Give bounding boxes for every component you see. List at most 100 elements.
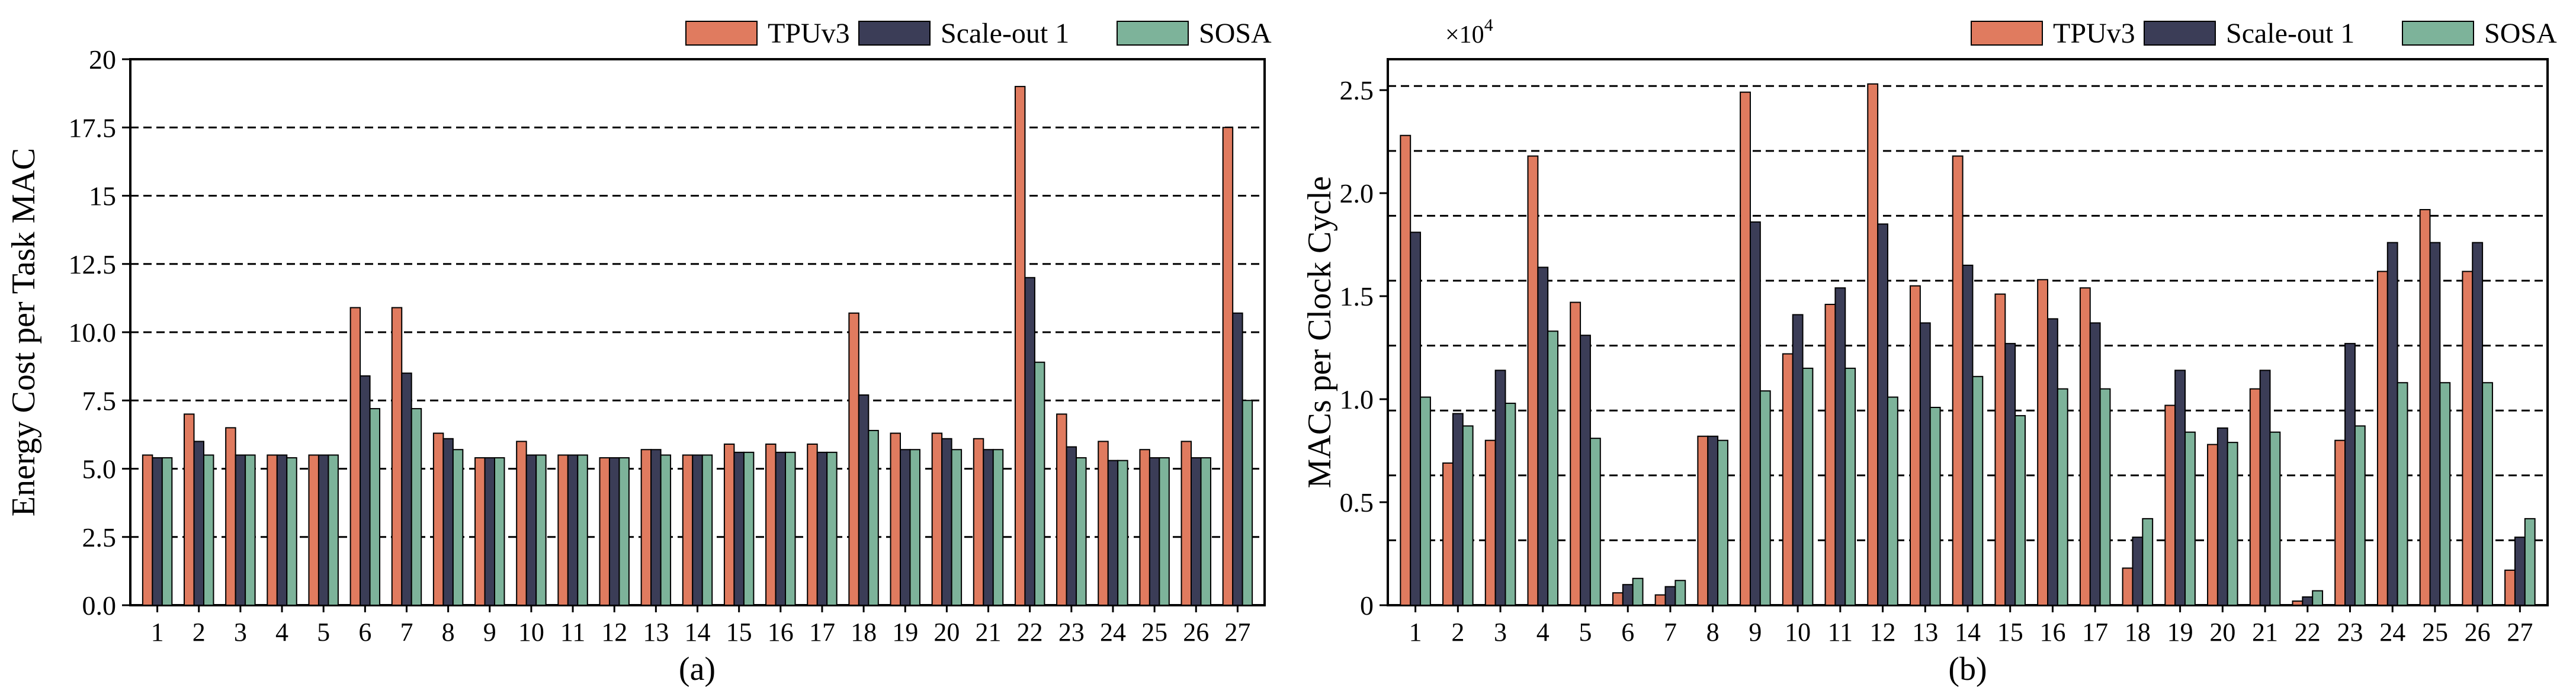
chart-a-xtick-label: 6 <box>358 618 371 647</box>
chart-b-bar-tpuv3-27 <box>2504 569 2516 606</box>
chart-a-ytick-label: 0.0 <box>82 590 117 621</box>
chart-a-bar-scale-out-1-23 <box>1066 446 1077 606</box>
chart-a-bar-sosa-17 <box>826 451 838 606</box>
chart-a-bar-sosa-4 <box>286 457 297 606</box>
chart-b-bar-sosa-2 <box>1462 425 1474 606</box>
chart-b-bar-scale-out-1-27 <box>2514 537 2526 606</box>
chart-a-xtick-label: 9 <box>483 618 496 647</box>
chart-b-bar-tpuv3-10 <box>1782 353 1794 606</box>
chart-b-xtick-label: 16 <box>2039 618 2065 647</box>
chart-b-bar-sosa-25 <box>2439 382 2451 606</box>
chart-b-bar-scale-out-1-19 <box>2174 370 2186 606</box>
chart-a-xtick-label: 2 <box>193 618 206 647</box>
chart-b-bar-scale-out-1-14 <box>1962 264 1974 606</box>
chart-a-bar-tpuv3-7 <box>391 307 403 606</box>
chart-b-xtick-label: 2 <box>1451 618 1464 647</box>
chart-b-ytick-label: 2.5 <box>1340 75 1374 105</box>
chart-a-legend-label-tpuv3: TPUv3 <box>768 18 850 49</box>
chart-b-xtick-label: 4 <box>1536 618 1550 647</box>
chart-a-ytick-label: 5.0 <box>82 454 117 484</box>
chart-b-xtick-label: 18 <box>2125 618 2151 647</box>
chart-b-xtick-label: 20 <box>2209 618 2235 647</box>
chart-b-xtick-label: 21 <box>2252 618 2278 647</box>
chart-a-bar-scale-out-1-17 <box>816 451 828 606</box>
chart-a-bar-tpuv3-8 <box>432 432 444 606</box>
chart-b-xtick-label: 7 <box>1664 618 1677 647</box>
chart-a-legend-swatch-sosa <box>1117 21 1189 46</box>
chart-b-bar-tpuv3-8 <box>1697 435 1709 606</box>
chart-a-bar-tpuv3-23 <box>1056 413 1067 606</box>
chart-a-bar-tpuv3-21 <box>973 438 984 606</box>
chart-b-xtick-label: 1 <box>1409 618 1422 647</box>
chart-b-bar-tpuv3-16 <box>2037 279 2049 606</box>
chart-b-bar-tpuv3-25 <box>2419 208 2431 606</box>
chart-b-caption: (b) <box>1948 651 1987 688</box>
chart-a-bar-scale-out-1-19 <box>899 449 911 606</box>
chart-b-bar-tpuv3-5 <box>1570 301 1581 606</box>
chart-b-bar-sosa-4 <box>1547 330 1559 606</box>
chart-b-bar-sosa-16 <box>2057 388 2068 606</box>
chart-b-bar-scale-out-1-12 <box>1877 223 1888 606</box>
chart-b-bar-scale-out-1-8 <box>1707 435 1719 606</box>
chart-a-bar-sosa-21 <box>992 449 1004 606</box>
chart-a-bar-scale-out-1-27 <box>1232 312 1243 606</box>
chart-a-bar-sosa-23 <box>1076 457 1087 606</box>
chart-a-bar-sosa-2 <box>203 454 214 606</box>
chart-b-scale-base: ×10 <box>1445 21 1484 49</box>
chart-b-bar-tpuv3-23 <box>2334 439 2346 606</box>
chart-b-xtick-label: 27 <box>2507 618 2533 647</box>
chart-b-bar-tpuv3-17 <box>2079 287 2091 606</box>
chart-a-bar-tpuv3-2 <box>184 413 195 606</box>
chart-a-xtick-label: 24 <box>1100 618 1126 647</box>
chart-a-xtick-label: 15 <box>726 618 752 647</box>
chart-a-bar-scale-out-1-13 <box>650 449 662 606</box>
chart-a-bar-sosa-16 <box>785 451 796 606</box>
chart-b-bar-tpuv3-24 <box>2376 271 2388 606</box>
chart-b-bar-sosa-21 <box>2269 431 2281 606</box>
chart-b-ytick-label: 0 <box>1360 590 1374 621</box>
chart-a-ytick-label: 2.5 <box>82 522 117 553</box>
chart-a-bar-scale-out-1-21 <box>983 449 994 606</box>
chart-b-xtick-label: 6 <box>1621 618 1634 647</box>
chart-a-xtick-label: 23 <box>1058 618 1085 647</box>
chart-b-bar-scale-out-1-17 <box>2089 322 2101 606</box>
chart-b-xtick-label: 8 <box>1706 618 1720 647</box>
chart-a-caption: (a) <box>679 651 716 688</box>
chart-b-bar-tpuv3-6 <box>1612 592 1624 606</box>
chart-a-bar-sosa-12 <box>618 457 630 606</box>
chart-a-bar-tpuv3-15 <box>723 444 735 606</box>
chart-a-bar-scale-out-1-8 <box>442 438 454 606</box>
chart-b-bar-tpuv3-9 <box>1740 91 1751 606</box>
chart-a-bar-scale-out-1-10 <box>525 454 537 606</box>
chart-a-bar-scale-out-1-12 <box>608 457 620 606</box>
chart-b-bar-scale-out-1-25 <box>2429 242 2441 606</box>
chart-b-bar-tpuv3-21 <box>2249 388 2261 606</box>
chart-a-bar-sosa-15 <box>743 451 755 606</box>
chart-b-bar-scale-out-1-26 <box>2472 242 2484 606</box>
chart-a-bar-tpuv3-20 <box>931 432 943 606</box>
chart-b-xtick-label: 23 <box>2337 618 2363 647</box>
chart-a-xtick-label: 25 <box>1141 618 1167 647</box>
chart-b-xtick-label: 24 <box>2379 618 2405 647</box>
chart-b-bar-sosa-10 <box>1802 367 1814 606</box>
chart-a-bar-sosa-14 <box>701 454 713 606</box>
chart-a-ytick-label: 12.5 <box>69 249 117 280</box>
chart-b-ytick-label: 0.5 <box>1340 487 1374 518</box>
chart-b-xtick-label: 3 <box>1494 618 1507 647</box>
chart-a-bar-tpuv3-22 <box>1014 86 1026 606</box>
chart-a-bar-scale-out-1-15 <box>733 451 745 606</box>
chart-b-bar-scale-out-1-13 <box>1919 322 1931 606</box>
chart-b-legend-swatch-scale-out-1 <box>2144 21 2216 46</box>
chart-a-bar-tpuv3-5 <box>308 454 319 606</box>
chart-a-bar-sosa-3 <box>245 454 256 606</box>
chart-b-xtick-label: 12 <box>1870 618 1896 647</box>
chart-b-bars <box>1400 83 2536 606</box>
chart-a-bar-tpuv3-4 <box>267 454 278 606</box>
chart-b-legend-label-scale-out-1: Scale-out 1 <box>2226 18 2354 49</box>
chart-b-bar-sosa-24 <box>2397 382 2408 606</box>
chart-a-bar-scale-out-1-22 <box>1024 277 1035 606</box>
chart-a-bar-tpuv3-10 <box>516 441 527 606</box>
chart-a-bar-scale-out-1-11 <box>567 454 579 606</box>
chart-b-bar-tpuv3-4 <box>1527 155 1539 606</box>
